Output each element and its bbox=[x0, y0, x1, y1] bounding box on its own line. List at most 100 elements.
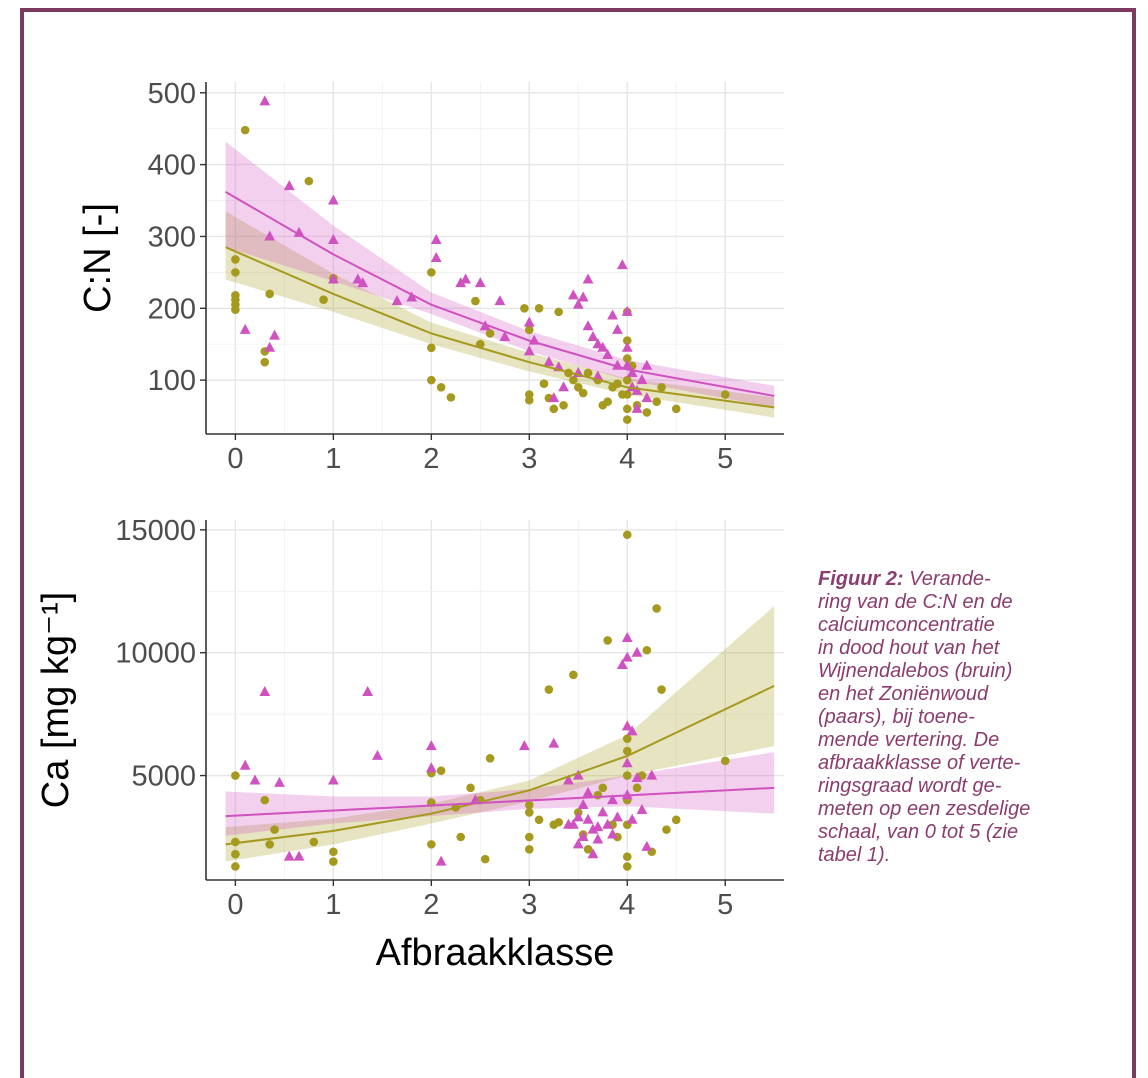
data-point bbox=[329, 847, 338, 857]
data-point bbox=[569, 375, 578, 385]
data-point bbox=[642, 645, 652, 655]
data-point bbox=[572, 811, 584, 822]
data-point bbox=[274, 776, 285, 787]
data-point bbox=[319, 295, 328, 304]
data-point bbox=[563, 774, 574, 785]
data-point bbox=[265, 289, 274, 299]
data-point bbox=[622, 404, 632, 414]
data-point bbox=[466, 783, 475, 793]
data-point bbox=[524, 832, 534, 842]
data-point bbox=[534, 303, 544, 313]
caption-line: in dood hout van het bbox=[818, 637, 1000, 659]
data-point bbox=[622, 390, 632, 399]
x-tick-label: 4 bbox=[619, 889, 635, 921]
data-point bbox=[554, 307, 563, 317]
data-point bbox=[602, 348, 614, 359]
data-point bbox=[622, 746, 632, 756]
data-point bbox=[622, 336, 632, 345]
y-tick-label: 5000 bbox=[131, 761, 196, 793]
data-point bbox=[641, 359, 653, 370]
data-point bbox=[563, 818, 574, 829]
data-point bbox=[622, 862, 632, 871]
data-point bbox=[309, 837, 319, 847]
data-point bbox=[597, 341, 609, 352]
data-point bbox=[524, 800, 534, 810]
caption-text: Verande-ring van de C:N en de calciumconc… bbox=[818, 568, 1030, 866]
y-tick-label: 10000 bbox=[115, 638, 196, 670]
y-tick-label: 100 bbox=[148, 365, 196, 397]
data-point bbox=[587, 331, 599, 342]
x-tick-label: 5 bbox=[717, 889, 733, 921]
data-point bbox=[430, 234, 442, 245]
data-point bbox=[626, 725, 638, 736]
data-point bbox=[720, 390, 730, 399]
data-point bbox=[577, 799, 589, 810]
data-point bbox=[239, 323, 251, 334]
data-point bbox=[572, 838, 584, 849]
data-point bbox=[425, 740, 437, 751]
data-point bbox=[240, 125, 250, 135]
data-point bbox=[446, 393, 456, 402]
data-point bbox=[554, 817, 563, 827]
data-point bbox=[607, 794, 618, 805]
data-point bbox=[456, 832, 466, 842]
data-point bbox=[577, 830, 589, 841]
data-point bbox=[474, 277, 486, 288]
caption-line: en het Zoniënwoud bbox=[818, 683, 989, 705]
data-point bbox=[455, 277, 467, 288]
data-point bbox=[622, 354, 632, 363]
data-point bbox=[671, 404, 681, 414]
data-point bbox=[621, 789, 633, 800]
data-point bbox=[569, 670, 578, 680]
data-point bbox=[602, 818, 614, 829]
fit-line bbox=[225, 684, 775, 846]
data-point bbox=[259, 95, 271, 106]
data-point bbox=[357, 277, 369, 288]
data-point bbox=[494, 295, 506, 306]
data-point bbox=[362, 686, 374, 697]
data-point bbox=[559, 400, 568, 410]
y-tick-label: 15000 bbox=[115, 515, 196, 547]
data-point bbox=[549, 404, 559, 414]
data-point bbox=[269, 329, 280, 340]
data-point bbox=[260, 357, 270, 367]
data-point bbox=[427, 268, 436, 277]
data-point bbox=[607, 828, 618, 839]
x-axis-title: Afbraakklasse bbox=[376, 932, 615, 974]
data-point bbox=[264, 341, 276, 352]
y-tick-label: 200 bbox=[148, 293, 196, 325]
data-point bbox=[662, 825, 671, 834]
data-point bbox=[427, 840, 436, 849]
data-point bbox=[283, 180, 295, 191]
data-point bbox=[621, 359, 633, 370]
data-point bbox=[622, 852, 632, 861]
data-point bbox=[622, 734, 632, 744]
data-point bbox=[231, 305, 240, 315]
data-point bbox=[621, 720, 633, 731]
data-point bbox=[523, 345, 535, 356]
data-point bbox=[485, 329, 495, 338]
data-point bbox=[270, 825, 279, 834]
data-point bbox=[597, 806, 609, 817]
data-point bbox=[592, 370, 604, 381]
data-point bbox=[622, 771, 632, 780]
data-point bbox=[616, 259, 628, 270]
y-tick-label: 500 bbox=[148, 78, 196, 110]
data-point bbox=[524, 395, 534, 405]
data-point bbox=[631, 384, 643, 395]
data-point bbox=[543, 356, 555, 367]
data-point bbox=[631, 402, 643, 413]
data-point bbox=[593, 790, 603, 800]
data-point bbox=[534, 815, 544, 825]
data-point bbox=[518, 740, 530, 751]
caption-line: tabel 1). bbox=[818, 844, 891, 866]
data-point bbox=[471, 296, 480, 306]
caption-line: Wijnendalebos (bruin) bbox=[818, 660, 1013, 682]
figure-caption: Figuur 2: Verande-ring van de C:N en de c… bbox=[818, 568, 1090, 867]
data-point bbox=[582, 273, 594, 284]
data-point bbox=[720, 756, 730, 766]
data-point bbox=[582, 320, 594, 331]
data-point bbox=[612, 811, 623, 822]
caption-line: ring van de C:N en de bbox=[818, 591, 1013, 613]
fit-line bbox=[225, 246, 775, 409]
